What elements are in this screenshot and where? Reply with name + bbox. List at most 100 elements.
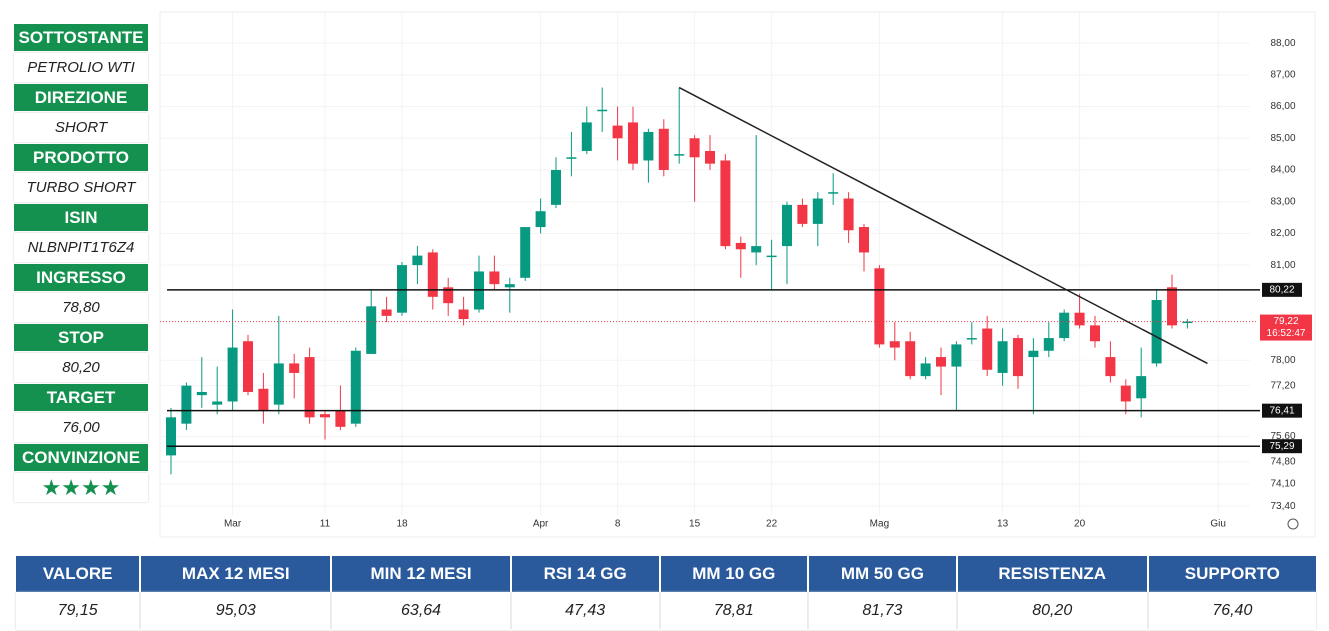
candle-body	[335, 410, 346, 427]
x-tick-label: Giu	[1210, 519, 1226, 530]
y-tick-label: 74,10	[1270, 479, 1295, 490]
candle-body	[936, 357, 946, 367]
candle-body	[1151, 300, 1162, 364]
candle-body	[1136, 376, 1147, 399]
sidebar: SOTTOSTANTE PETROLIO WTI DIREZIONE SHORT PRO…	[14, 24, 148, 504]
y-tick-label: 87,00	[1270, 69, 1295, 80]
candle-body	[735, 242, 746, 250]
x-tick-label: Mag	[870, 519, 889, 530]
candle-body	[212, 401, 223, 405]
candle-body	[797, 204, 808, 224]
candle-body	[412, 255, 423, 266]
level-box	[1262, 439, 1302, 454]
candle-body	[1090, 325, 1100, 342]
table-header: MAX 12 MESI	[141, 556, 331, 592]
candle-body	[427, 252, 438, 297]
table-cell: 78,81	[661, 592, 808, 630]
y-tick-label: 85,00	[1270, 133, 1295, 144]
candle-body	[551, 169, 561, 205]
table-cell: 80,20	[958, 592, 1147, 630]
candle-body	[289, 363, 300, 373]
candle-body	[520, 227, 531, 278]
candle-body	[535, 211, 546, 228]
candle-body	[1182, 321, 1193, 324]
y-tick-label: 88,00	[1270, 38, 1295, 49]
candle-body	[628, 122, 638, 164]
candle-body	[920, 363, 931, 377]
plot-border	[159, 11, 1316, 538]
y-tick-label: 81,00	[1270, 260, 1295, 271]
x-tick-label: 13	[997, 519, 1009, 530]
candle-body	[982, 328, 993, 370]
sidebar-label: DIREZIONE	[14, 84, 148, 111]
table-cell: 81,73	[809, 592, 956, 630]
table-header: RSI 14 GG	[511, 556, 659, 592]
level-box	[1262, 403, 1302, 418]
x-tick-label: 11	[320, 519, 331, 530]
sidebar-value: 80,20	[14, 353, 148, 382]
candle-body	[1059, 312, 1070, 339]
candle-body	[674, 154, 685, 156]
candle-body	[1013, 338, 1023, 377]
candle-body	[566, 157, 577, 159]
sidebar-value: 76,00	[14, 413, 148, 442]
sidebar-label: TARGET	[14, 384, 148, 411]
last-price-timer: 16:52:47	[1267, 328, 1306, 339]
sidebar-label: PRODOTTO	[14, 144, 148, 171]
candle-body	[997, 341, 1008, 373]
candle-body	[489, 271, 500, 285]
y-tick-label: 84,00	[1270, 165, 1295, 176]
x-tick-label: Mar	[224, 519, 242, 530]
y-tick-label: 77,20	[1270, 380, 1295, 391]
sidebar-value: NLBNPIT1T6Z4	[14, 233, 148, 262]
last-price-box	[1260, 314, 1312, 341]
table-cell: 95,03	[141, 592, 330, 630]
level-label: 75,29	[1269, 441, 1294, 452]
settings-icon	[1287, 518, 1299, 530]
x-tick-label: 8	[615, 519, 621, 530]
x-tick-label: 22	[766, 519, 778, 530]
candle-body	[366, 306, 377, 354]
candle-body	[1120, 385, 1131, 402]
candle-body	[951, 344, 962, 367]
y-tick-label: 82,00	[1270, 228, 1295, 239]
candle-body	[812, 198, 823, 224]
candle-body	[782, 204, 792, 247]
table-cell: 76,40	[1149, 592, 1316, 630]
x-tick-label: 15	[689, 519, 701, 530]
candle-body	[258, 388, 269, 411]
x-tick-label: 18	[396, 519, 408, 530]
candle-body	[273, 363, 284, 405]
x-tick-label: 20	[1074, 519, 1086, 530]
table-header: MIN 12 MESI	[332, 556, 510, 592]
candle-body	[612, 125, 623, 139]
candle-body	[1074, 312, 1085, 326]
candle-body	[196, 391, 207, 396]
candle-body	[766, 255, 777, 258]
candle-body	[966, 338, 977, 340]
sidebar-label: CONVINZIONE	[14, 444, 148, 471]
level-label: 80,22	[1269, 284, 1294, 295]
candle-body	[751, 246, 762, 253]
candle-body	[1167, 287, 1177, 326]
candle-body	[320, 414, 330, 418]
level-box	[1262, 282, 1302, 297]
sidebar-value: 78,80	[14, 293, 148, 322]
candle-body	[874, 268, 885, 345]
sidebar-value: SHORT	[14, 113, 148, 142]
table-header: RESISTENZA	[957, 556, 1147, 592]
sidebar-label: ISIN	[14, 204, 148, 231]
table-cell: 47,43	[512, 592, 659, 630]
table-cell: 79,15	[16, 592, 139, 630]
sidebar-label: INGRESSO	[14, 264, 148, 291]
candle-body	[304, 357, 315, 418]
candle-body	[227, 347, 238, 402]
sidebar-value: PETROLIO WTI	[14, 53, 148, 82]
y-tick-label: 83,00	[1270, 196, 1295, 207]
candle-body	[243, 341, 253, 392]
sidebar-value: ★★★★	[14, 473, 148, 502]
sidebar-label: STOP	[14, 324, 148, 351]
candle-body	[1043, 338, 1054, 351]
candle-body	[581, 122, 592, 151]
candle-body	[905, 341, 916, 377]
